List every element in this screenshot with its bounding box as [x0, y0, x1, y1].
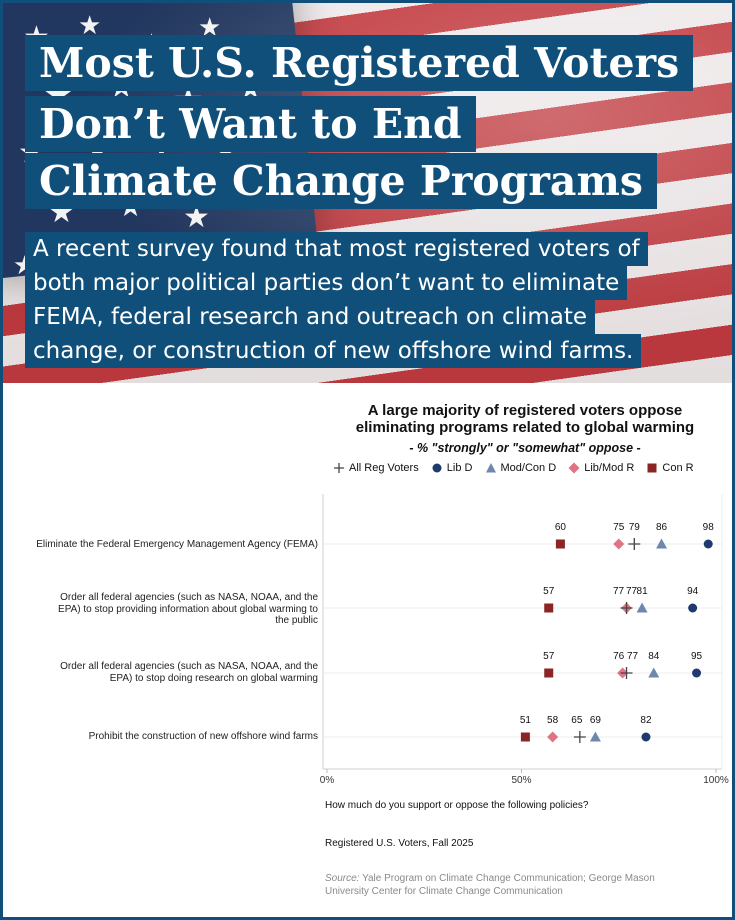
population-note: Registered U.S. Voters, Fall 2025 — [325, 838, 474, 849]
legend-label: Lib/Mod R — [584, 462, 635, 474]
row-label-information: Order all federal agencies (such as NASA… — [58, 592, 318, 626]
legend-label: Mod/Con D — [500, 462, 557, 474]
legend-label: All Reg Voters — [349, 462, 419, 474]
legend-item-libd: Lib D — [431, 462, 473, 474]
source-label: Source: — [325, 873, 360, 884]
chart-panel — [3, 383, 732, 917]
survey-question: How much do you support or oppose the fo… — [325, 800, 589, 811]
triangle-icon — [485, 463, 496, 473]
row-label-wind-farms: Prohibit the construction of new offshor… — [88, 731, 318, 742]
legend-label: Lib D — [446, 462, 473, 474]
circle-icon — [432, 463, 442, 473]
plus-icon — [334, 463, 344, 474]
legend-item-libmodr: Lib/Mod R — [568, 462, 634, 474]
diamond-icon — [568, 462, 580, 474]
flag-star-icon: ★ — [78, 11, 102, 41]
legend-item-conr: Con R — [646, 462, 694, 474]
flag-star-icon: ★ — [198, 13, 222, 43]
source-note: Source: Yale Program on Climate Change C… — [325, 872, 685, 898]
subtitle-line-2: both major political parties don’t want … — [25, 266, 628, 300]
headline-line-1: Most U.S. Registered Voters — [25, 35, 694, 91]
row-label-research: Order all federal agencies (such as NASA… — [60, 661, 318, 684]
chart-title-line-1: A large majority of registered voters op… — [367, 402, 683, 419]
headline-line-3: Climate Change Programs — [25, 153, 657, 209]
legend-label: Con R — [662, 462, 694, 474]
row-label-fema: Eliminate the Federal Emergency Manageme… — [36, 539, 318, 550]
chart-legend: All Reg Voters Lib D Mod/Con D Lib/Mod R… — [333, 462, 723, 474]
subtitle-line-4: change, or construction of new offshore … — [25, 334, 642, 368]
subtitle-line-3: FEMA, federal research and outreach on c… — [25, 300, 596, 334]
source-text: Yale Program on Climate Change Communica… — [325, 873, 655, 897]
chart-subtitle: - % "strongly" or "somewhat" oppose - — [409, 441, 641, 455]
legend-item-modcond: Mod/Con D — [485, 462, 557, 474]
square-icon — [647, 463, 657, 473]
legend-item-all: All Reg Voters — [333, 462, 419, 474]
chart-title-line-2: eliminating programs related to global w… — [355, 419, 695, 436]
subtitle-line-1: A recent survey found that most register… — [25, 232, 648, 266]
headline-line-2: Don’t Want to End — [25, 96, 476, 152]
